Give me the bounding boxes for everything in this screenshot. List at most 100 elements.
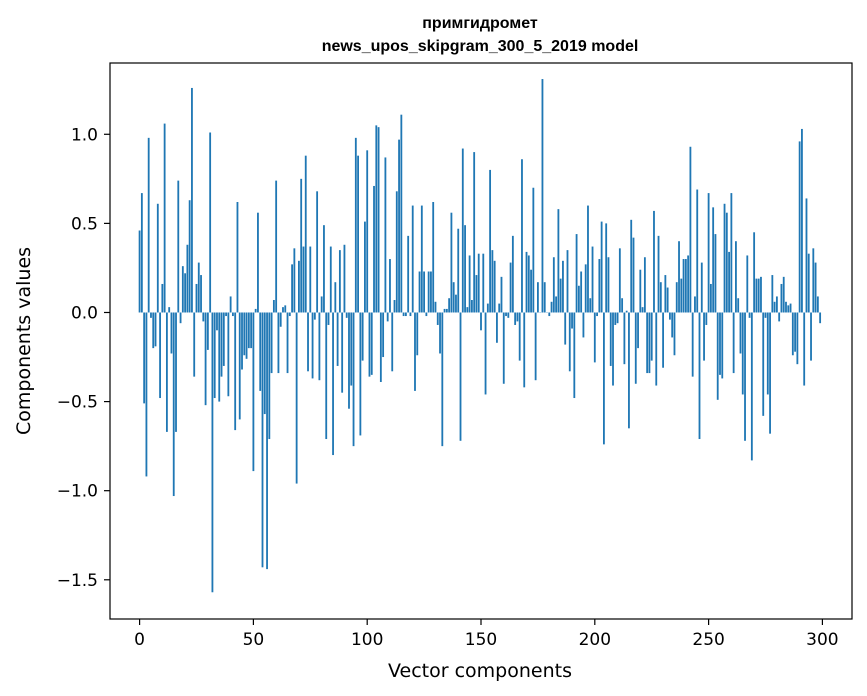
bar-152 <box>484 312 487 395</box>
bar-155 <box>491 250 494 313</box>
bar-139 <box>455 294 457 313</box>
bar-9 <box>159 312 161 399</box>
bar-3 <box>145 312 148 477</box>
bar-168 <box>521 159 523 313</box>
bar-117 <box>404 312 407 317</box>
bar-288 <box>794 312 797 352</box>
bar-106 <box>379 312 382 382</box>
bar-243 <box>691 312 694 377</box>
bar-156 <box>493 260 496 313</box>
bar-187 <box>564 312 567 345</box>
bar-275 <box>764 312 767 318</box>
bar-198 <box>589 298 592 313</box>
bar-56 <box>266 312 268 570</box>
bar-121 <box>414 312 416 391</box>
bar-189 <box>568 312 571 372</box>
bar-151 <box>482 253 485 313</box>
bar-203 <box>600 221 603 313</box>
bar-13 <box>168 307 171 313</box>
bar-143 <box>464 225 466 313</box>
bar-299 <box>819 312 822 324</box>
x-axis-ticks: 0 50 100 150 200 250 300 <box>134 619 839 650</box>
bar-111 <box>391 312 394 372</box>
bar-138 <box>452 282 455 313</box>
x-axis-label: Vector components <box>388 660 572 682</box>
x-tick-label: 250 <box>692 630 724 650</box>
bar-293 <box>805 198 808 313</box>
bar-251 <box>709 283 712 313</box>
bar-298 <box>816 296 819 313</box>
bar-108 <box>384 157 387 313</box>
bar-159 <box>500 276 503 313</box>
bar-141 <box>459 312 462 441</box>
x-tick-label: 150 <box>465 630 497 650</box>
bar-258 <box>725 212 728 313</box>
bar-244 <box>694 296 696 313</box>
bar-38 <box>225 312 227 317</box>
bar-173 <box>532 187 535 313</box>
chart-title: примгидромет <box>422 15 538 32</box>
bar-20 <box>184 273 187 313</box>
bar-48 <box>247 312 250 349</box>
bar-63 <box>282 307 284 313</box>
bar-8 <box>156 203 159 313</box>
y-tick-label: 0.0 <box>71 303 98 323</box>
bar-53 <box>259 312 262 391</box>
bar-84 <box>329 246 332 313</box>
bar-283 <box>782 276 785 313</box>
bar-103 <box>373 185 375 313</box>
bar-216 <box>630 219 633 313</box>
bar-196 <box>584 264 587 313</box>
bar-115 <box>400 114 403 313</box>
bar-116 <box>402 312 405 317</box>
bar-17 <box>177 180 180 313</box>
bar-267 <box>746 255 749 313</box>
bar-169 <box>523 312 526 388</box>
bar-264 <box>739 312 742 354</box>
bar-290 <box>798 141 801 313</box>
bar-209 <box>614 312 617 325</box>
bar-171 <box>527 255 530 313</box>
bar-110 <box>389 259 391 313</box>
bar-195 <box>582 312 585 338</box>
bar-180 <box>548 312 551 317</box>
bar-249 <box>705 312 708 325</box>
bar-147 <box>473 152 476 313</box>
bar-284 <box>785 301 787 313</box>
bar-224 <box>648 312 651 374</box>
x-tick-label: 200 <box>579 630 611 650</box>
y-tick-label: 1.0 <box>71 125 98 145</box>
bar-27 <box>200 275 202 313</box>
bar-202 <box>598 259 601 313</box>
bar-241 <box>687 255 690 313</box>
bar-146 <box>470 300 473 313</box>
bar-160 <box>502 312 505 384</box>
bar-34 <box>216 312 218 331</box>
bar-86 <box>334 282 337 313</box>
bar-127 <box>427 271 430 313</box>
bar-128 <box>430 271 432 313</box>
bar-125 <box>423 271 426 313</box>
bar-201 <box>596 312 598 317</box>
bar-64 <box>284 305 287 313</box>
bar-67 <box>291 264 293 313</box>
bar-43 <box>236 202 239 313</box>
y-tick-label: −1.5 <box>57 571 98 591</box>
bar-132 <box>439 312 441 354</box>
bar-69 <box>295 312 298 484</box>
bar-182 <box>552 257 555 313</box>
bar-129 <box>432 202 435 313</box>
bar-204 <box>603 312 605 445</box>
bar-16 <box>175 312 177 432</box>
bar-26 <box>197 262 200 313</box>
bar-181 <box>550 301 553 313</box>
bar-60 <box>275 180 278 313</box>
bar-102 <box>370 312 373 375</box>
bar-81 <box>323 225 325 313</box>
bar-93 <box>350 312 353 386</box>
bar-255 <box>719 312 721 375</box>
bar-212 <box>621 298 624 313</box>
bar-134 <box>443 308 446 313</box>
bar-59 <box>272 300 275 313</box>
bar-119 <box>409 312 412 317</box>
